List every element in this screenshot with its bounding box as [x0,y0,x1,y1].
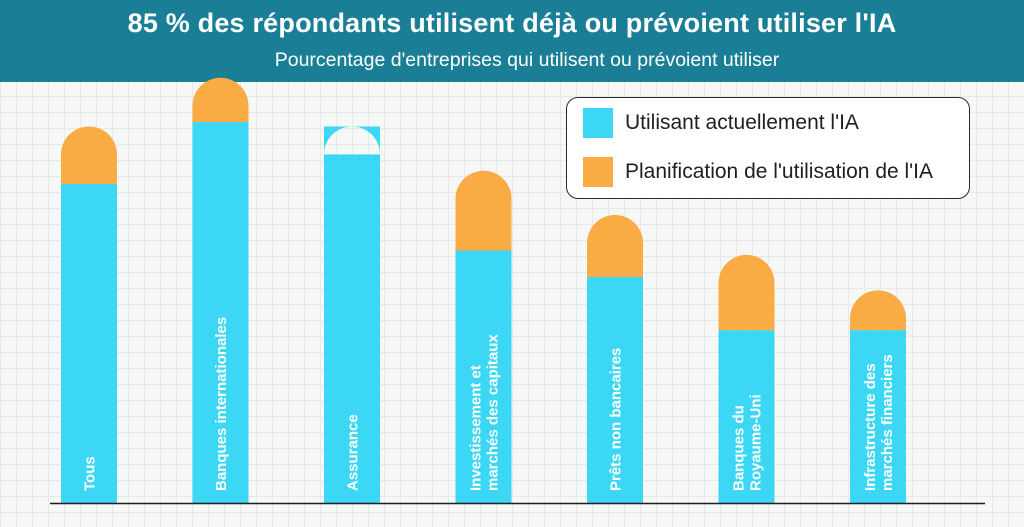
legend-swatch-current [583,108,613,138]
header-banner: 85 % des répondants utilisent déjà ou pr… [0,0,1024,82]
bar-segment-current [61,184,117,504]
category-label-line: Prêts non bancaires [608,348,625,491]
bar-group: Banques internationales [192,77,249,504]
bar-group: Banques duRoyaume-Uni [718,254,775,503]
bar-segment-current [324,126,381,155]
category-label: Tous [82,456,99,491]
legend-swatch-planned [583,157,613,187]
category-label: Infrastructure desmarchés financiers [862,354,896,491]
bar-segment-current [718,330,775,503]
bar-segment-planned [587,215,643,278]
chart-subtitle: Pourcentage d'entreprises qui utilisent … [274,49,780,71]
bar-group: Tous [61,126,117,504]
category-label: Banques internationales [213,317,230,491]
category-label: Banques duRoyaume-Uni [731,394,765,491]
bar-segment-planned [61,126,117,185]
category-label-line: Tous [82,456,99,491]
category-label-line: Assurance [345,414,362,491]
bar-segment-current [587,277,643,503]
chart-title: 85 % des répondants utilisent déjà ou pr… [127,8,897,38]
bar-segment-planned [192,77,249,123]
category-label: Investissement etmarchés des capitaux [468,334,502,491]
bar-segment-current [850,330,906,503]
bar-group: Investissement etmarchés des capitaux [455,170,512,503]
bar-group: Infrastructure desmarchés financiers [850,290,906,503]
category-label: Prêts non bancaires [608,348,625,491]
category-label-line: Banques internationales [213,317,230,491]
legend-label-current: Utilisant actuellement l'IA [625,111,859,134]
legend-label-planned: Planification de l'utilisation de l'IA [625,160,934,183]
bar-segment-planned [455,170,512,251]
category-label-line: Infrastructure des [862,363,879,491]
legend-item-planned: Planification de l'utilisation de l'IA [583,157,933,187]
category-label-line: Banques du [731,405,748,491]
category-label-line: Investissement et [468,365,485,491]
category-label: Assurance [345,414,362,491]
category-label-line: marchés des capitaux [485,334,502,491]
bar-segment-current-body [324,154,380,503]
bar-group: Assurance [324,126,381,503]
legend-item-current: Utilisant actuellement l'IA [583,108,859,138]
bar-segment-current [192,122,249,504]
bar-group: Prêts non bancaires [587,215,643,503]
legend: Utilisant actuellement l'IA Planificatio… [566,97,970,199]
bar-segment-current [455,250,512,503]
category-label-line: marchés financiers [879,354,896,491]
category-label-line: Royaume-Uni [748,394,765,491]
bar-segment-planned [718,254,775,331]
bar-segment-planned [850,290,906,331]
